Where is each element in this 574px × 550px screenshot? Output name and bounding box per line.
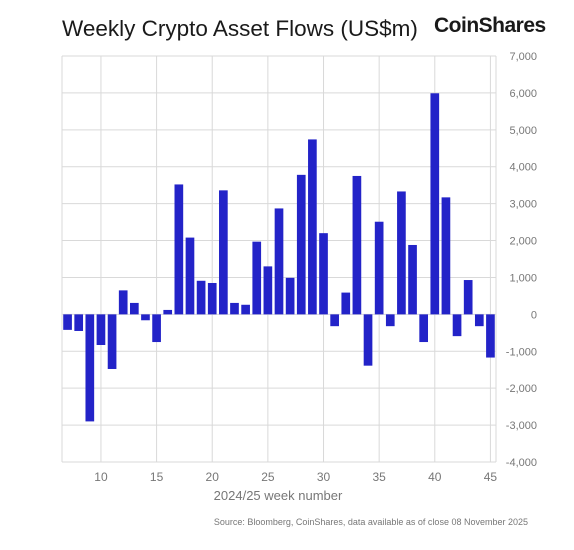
y-tick-label: 0 [531,309,537,321]
bar-week-28 [296,174,306,315]
bar-week-40 [430,93,440,315]
y-tick-label: -1,000 [506,346,537,358]
bars [63,93,495,422]
source-note: Source: Bloomberg, CoinShares, data avai… [213,517,528,527]
bar-week-18 [185,237,195,315]
x-tick-label: 25 [261,470,275,484]
x-tick-label: 45 [484,470,498,484]
x-tick-label: 10 [94,470,108,484]
bar-week-32 [341,292,351,315]
bar-week-20 [207,282,217,315]
bar-week-27 [285,277,295,315]
x-tick-label: 15 [150,470,164,484]
bar-week-8 [74,314,84,331]
bar-week-29 [308,139,317,315]
y-tick-label: -4,000 [506,457,537,469]
y-tick-label: -3,000 [506,420,537,432]
x-axis-label: 2024/25 week number [214,488,343,503]
bar-week-21 [219,190,228,315]
bar-week-31 [330,314,339,327]
bar-week-25 [263,266,273,315]
bar-week-9 [85,314,95,422]
bar-week-44 [474,314,484,327]
bar-week-19 [196,280,206,315]
x-tick-label: 30 [317,470,331,484]
bar-week-45 [486,314,495,358]
bar-week-39 [419,314,429,343]
bar-week-17 [174,184,184,315]
bar-week-11 [107,314,117,369]
y-tick-label: -2,000 [506,383,537,395]
bar-week-34 [363,314,373,366]
y-axis-ticks: 7,000 6,000 5,000 4,000 3,000 2,000 1,000 0 -1,0… [506,51,537,469]
bar-week-14 [141,314,150,321]
bar-week-16 [163,309,173,315]
x-tick-label: 35 [372,470,386,484]
y-tick-label: 2,000 [509,236,537,248]
y-tick-label: 5,000 [509,125,537,137]
y-tick-label: 1,000 [509,272,537,284]
bar-week-33 [352,175,362,315]
x-tick-label: 40 [428,470,442,484]
bar-week-43 [463,280,473,315]
bar-week-42 [452,314,462,337]
brand-logo: CoinShares [434,14,546,37]
bar-week-35 [374,221,384,315]
bar-week-12 [118,290,128,315]
x-tick-label: 20 [206,470,220,484]
bar-week-10 [96,314,106,345]
bar-week-24 [252,241,262,315]
y-tick-label: 4,000 [509,162,537,174]
bar-week-13 [129,302,139,315]
bar-week-26 [274,208,284,315]
bar-week-22 [230,302,239,315]
y-tick-label: 6,000 [509,88,537,100]
bar-week-41 [441,197,451,315]
bar-week-36 [385,314,395,327]
y-tick-label: 3,000 [509,199,537,211]
x-axis-ticks: 10 15 20 25 30 35 40 45 [94,470,497,484]
bar-week-15 [152,314,161,343]
bar-week-30 [319,233,328,315]
y-tick-label: 7,000 [509,51,537,63]
bar-week-37 [397,191,406,315]
bar-week-7 [63,314,72,330]
bar-week-38 [408,244,417,315]
bar-week-23 [241,304,250,315]
chart-title: Weekly Crypto Asset Flows (US$m) [62,16,418,41]
